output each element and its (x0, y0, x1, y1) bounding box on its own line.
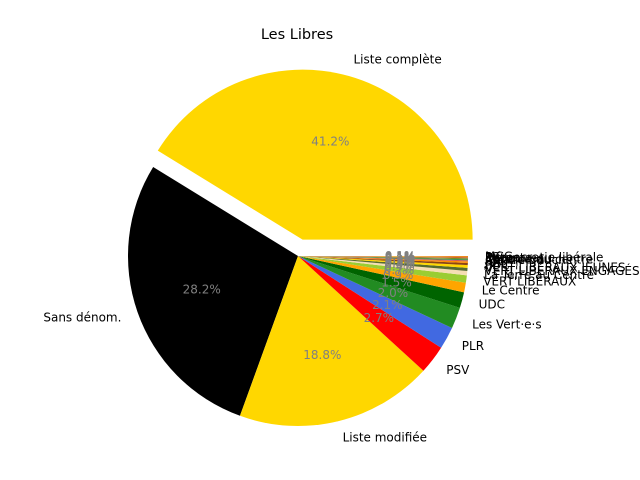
slice-label-plr: PLR (462, 339, 484, 353)
percent-label-mcg: 0.1% (385, 249, 416, 263)
percent-label-centre-gauche: 0.1% (385, 251, 416, 265)
pie-slice-entente (298, 256, 468, 259)
slice-label-liste-complete: Liste complète (353, 53, 441, 67)
slice-label-entente: Entente (485, 251, 532, 265)
pie-slice-jdc (298, 256, 468, 262)
pie-slice-democratie-liberale (298, 256, 468, 258)
pie-slice-vert-liberaux (298, 256, 467, 283)
slice-label-alliance-du-centre: Alliance du centre (485, 252, 593, 266)
pie-slice-pdc (298, 256, 468, 266)
pie-slice-jvp (298, 256, 468, 263)
percent-label-psv: 2.7% (364, 311, 395, 325)
slice-label-ps: PS (485, 250, 500, 264)
percent-label-vert-liberaux-jeunes: 0.3% (385, 255, 416, 269)
slice-label-renouveau: Renouveau (485, 252, 552, 266)
pie-slice-liste-complete (157, 69, 473, 240)
pie-slice-plr (298, 256, 453, 348)
slice-label-democratie-liberale: Démocratie libérale (485, 250, 603, 264)
percent-labels: 41.2% 28.2% 18.8% 2.7%2.1%2.0%1.5%0.9%0.7%0… (183, 134, 416, 362)
slice-label-jdc: JDC (484, 254, 506, 268)
percent-label-liste-complete: 41.2% (311, 134, 349, 148)
percent-label-sans-denom: 28.2% (183, 283, 221, 297)
slice-label-la-terre-au-centre: La Terre au Centre (484, 268, 594, 282)
chart-title: Les Libres (261, 27, 333, 43)
pie-slice-vert-liberaux-jeunes (298, 256, 468, 268)
pie-slice-liste-modifiee (239, 256, 424, 427)
pie-slice-renouveau (298, 256, 468, 259)
percent-label-jdc: 0.1% (385, 252, 416, 266)
pie-slice-ps (298, 256, 468, 258)
percent-label-pdc: 0.2% (385, 254, 416, 268)
slice-label-liste-modifiee: Liste modifiée (343, 431, 427, 445)
pie-slice-la-terre-au-centre (298, 256, 468, 276)
slice-label-vert-liberaux-jeunes: VERT'LIBÉRAUX JEUNES (485, 260, 626, 275)
percent-label-renouveau: 0.1% (385, 250, 416, 264)
percent-label-ps: 0.1% (385, 249, 416, 263)
pie-slice-alliance-du-centre (298, 256, 468, 260)
slice-label-vert-liberaux-engages: VERT'LIBÉRAUX ENGAGÉS (484, 263, 639, 278)
percent-label-vert-liberaux: 0.7% (384, 263, 415, 277)
percent-label-jvp: 0.2% (385, 253, 416, 267)
percent-label-plr: 2.1% (372, 298, 403, 312)
pie-slice-les-vert-e-s (298, 256, 460, 328)
pie-slice-vert-liberaux-engages (298, 256, 468, 272)
slice-label-mcg: MCG (485, 249, 513, 263)
percent-label-les-vert-e-s: 2.0% (378, 286, 409, 300)
percent-label-udc: 1.5% (381, 276, 412, 290)
slice-labels: Liste complète Sans dénom. Liste modifiée P… (43, 53, 639, 445)
percent-label-vert-liberaux-engages: 0.3% (384, 257, 415, 271)
slice-label-le-centre: Le Centre (482, 284, 540, 298)
pie-slice-sans-denom (127, 166, 298, 416)
slice-label-centre-gauche: Centre gauche (485, 253, 573, 267)
pie-slice-centre-gauche (298, 256, 468, 261)
pie-slice-udc (298, 256, 465, 308)
pie-slice-psv (298, 256, 442, 371)
percent-label-la-terre-au-centre: 0.4% (384, 259, 415, 273)
slice-label-udc: UDC (479, 298, 505, 312)
percent-label-alliance-du-centre: 0.1% (385, 251, 416, 265)
slice-label-les-vert-e-s: Les Vert·e·s (472, 317, 542, 331)
slice-label-psv: PSV (446, 363, 470, 377)
pie-slices (127, 69, 473, 427)
pie-slice-le-centre (298, 256, 466, 293)
percent-label-entente: 0.1% (385, 250, 416, 264)
slice-label-vert-liberaux: VERT'LIBÉRAUX (483, 273, 576, 288)
slice-label-pdc: PDC (485, 258, 510, 272)
percent-label-liste-modifiee: 18.8% (303, 348, 341, 362)
pie-slice-mcg (298, 256, 468, 257)
slice-label-sans-denom: Sans dénom. (43, 311, 121, 325)
slice-label-jvp: JVP (484, 256, 504, 270)
percent-label-le-centre: 0.9% (383, 268, 414, 282)
percent-label-democratie-liberale: 0.1% (385, 250, 416, 264)
